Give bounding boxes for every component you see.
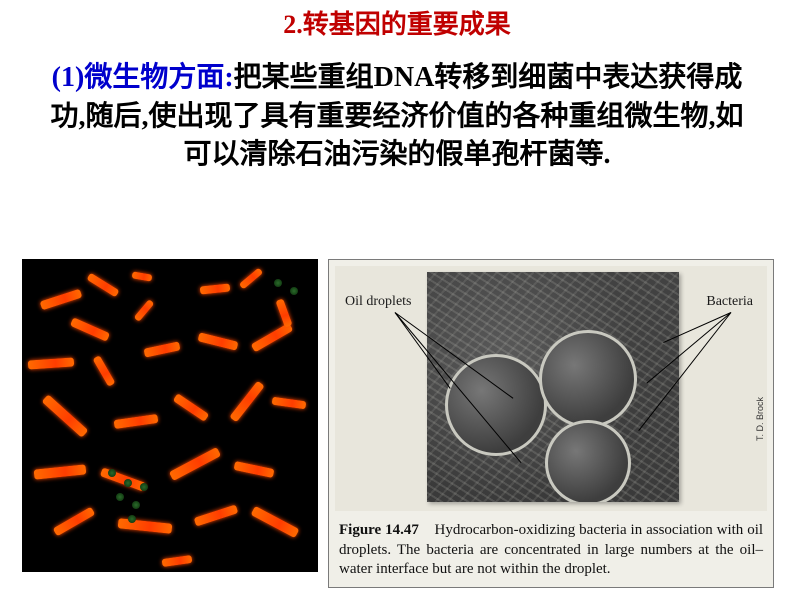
bacterium xyxy=(42,395,89,439)
bacterium xyxy=(169,447,221,481)
label-bacteria: Bacteria xyxy=(706,294,753,310)
bacterium xyxy=(194,505,239,527)
images-row: Oil droplets Bacteria T. D. Brock Figure… xyxy=(22,259,774,588)
green-dot xyxy=(274,279,282,287)
green-dot xyxy=(290,287,298,295)
slide-title: 2.转基因的重要成果 xyxy=(0,0,794,41)
oil-droplet xyxy=(539,330,637,428)
oil-droplet xyxy=(445,354,547,456)
green-dot xyxy=(132,501,140,509)
fluorescence-micrograph xyxy=(22,259,318,572)
bacterium xyxy=(93,356,116,388)
bacterium xyxy=(114,414,159,429)
micrograph-photo xyxy=(427,272,679,502)
bacterium xyxy=(132,272,153,282)
figure-image-area: Oil droplets Bacteria T. D. Brock xyxy=(335,266,767,511)
bacterium xyxy=(229,381,264,423)
bacterium xyxy=(272,397,307,410)
bacterium xyxy=(251,506,300,538)
figure-box: Oil droplets Bacteria T. D. Brock Figure… xyxy=(328,259,774,588)
photo-credit: T. D. Brock xyxy=(755,397,765,441)
bacterium xyxy=(162,555,193,567)
bacterium xyxy=(40,289,83,311)
bacterium xyxy=(251,323,294,353)
bacterium xyxy=(234,461,275,478)
bacterium xyxy=(143,342,180,358)
bacterium xyxy=(275,299,292,328)
green-dot xyxy=(140,483,148,491)
paragraph-lead: (1)微生物方面: xyxy=(52,62,234,93)
bacterium xyxy=(34,465,87,480)
green-dot xyxy=(116,493,124,501)
body-paragraph: (1)微生物方面:把某些重组DNA转移到细菌中表达获得成功,随后,使出现了具有重… xyxy=(0,41,794,185)
bacterium xyxy=(173,394,210,423)
bacterium xyxy=(134,299,155,322)
bacterium xyxy=(70,318,110,342)
bacterium xyxy=(53,507,96,537)
oil-droplet xyxy=(545,420,631,502)
caption-figure-number: Figure 14.47 xyxy=(339,522,419,538)
bacterium xyxy=(86,273,119,298)
figure-caption: Figure 14.47 Hydrocarbon-oxidizing bacte… xyxy=(329,517,773,587)
bacterium xyxy=(200,284,231,295)
bacterium xyxy=(239,268,263,290)
bacterium xyxy=(100,468,146,492)
label-oil-droplets: Oil droplets xyxy=(345,294,412,310)
bacterium xyxy=(28,358,75,370)
bacterium xyxy=(118,519,173,535)
bacterium xyxy=(198,333,239,351)
